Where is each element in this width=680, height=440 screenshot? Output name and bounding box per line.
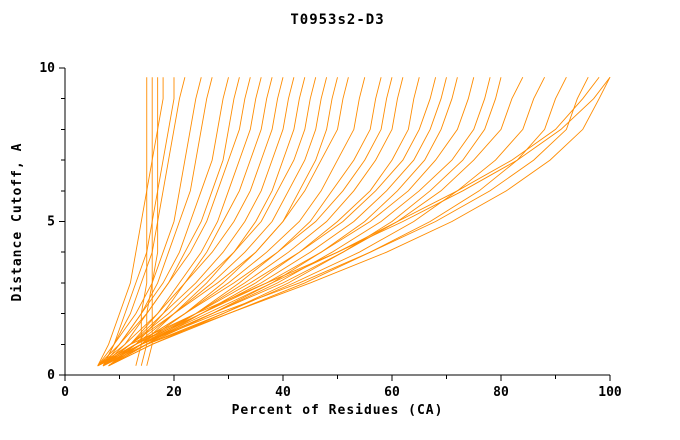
- svg-text:10: 10: [39, 61, 55, 76]
- svg-text:100: 100: [598, 385, 622, 400]
- svg-text:20: 20: [166, 385, 182, 400]
- chart-title: T0953s2-D3: [290, 12, 385, 28]
- svg-text:0: 0: [61, 385, 69, 400]
- svg-text:0: 0: [47, 368, 55, 383]
- curves: [97, 76, 611, 367]
- x-axis-label: Percent of Residues (CA): [231, 403, 444, 418]
- svg-text:60: 60: [384, 385, 400, 400]
- svg-text:80: 80: [493, 385, 509, 400]
- svg-text:40: 40: [275, 385, 291, 400]
- axes: [59, 67, 611, 381]
- svg-text:5: 5: [47, 215, 55, 230]
- tick-labels: 0 20 40 60 80 100 0 5 10: [39, 61, 622, 400]
